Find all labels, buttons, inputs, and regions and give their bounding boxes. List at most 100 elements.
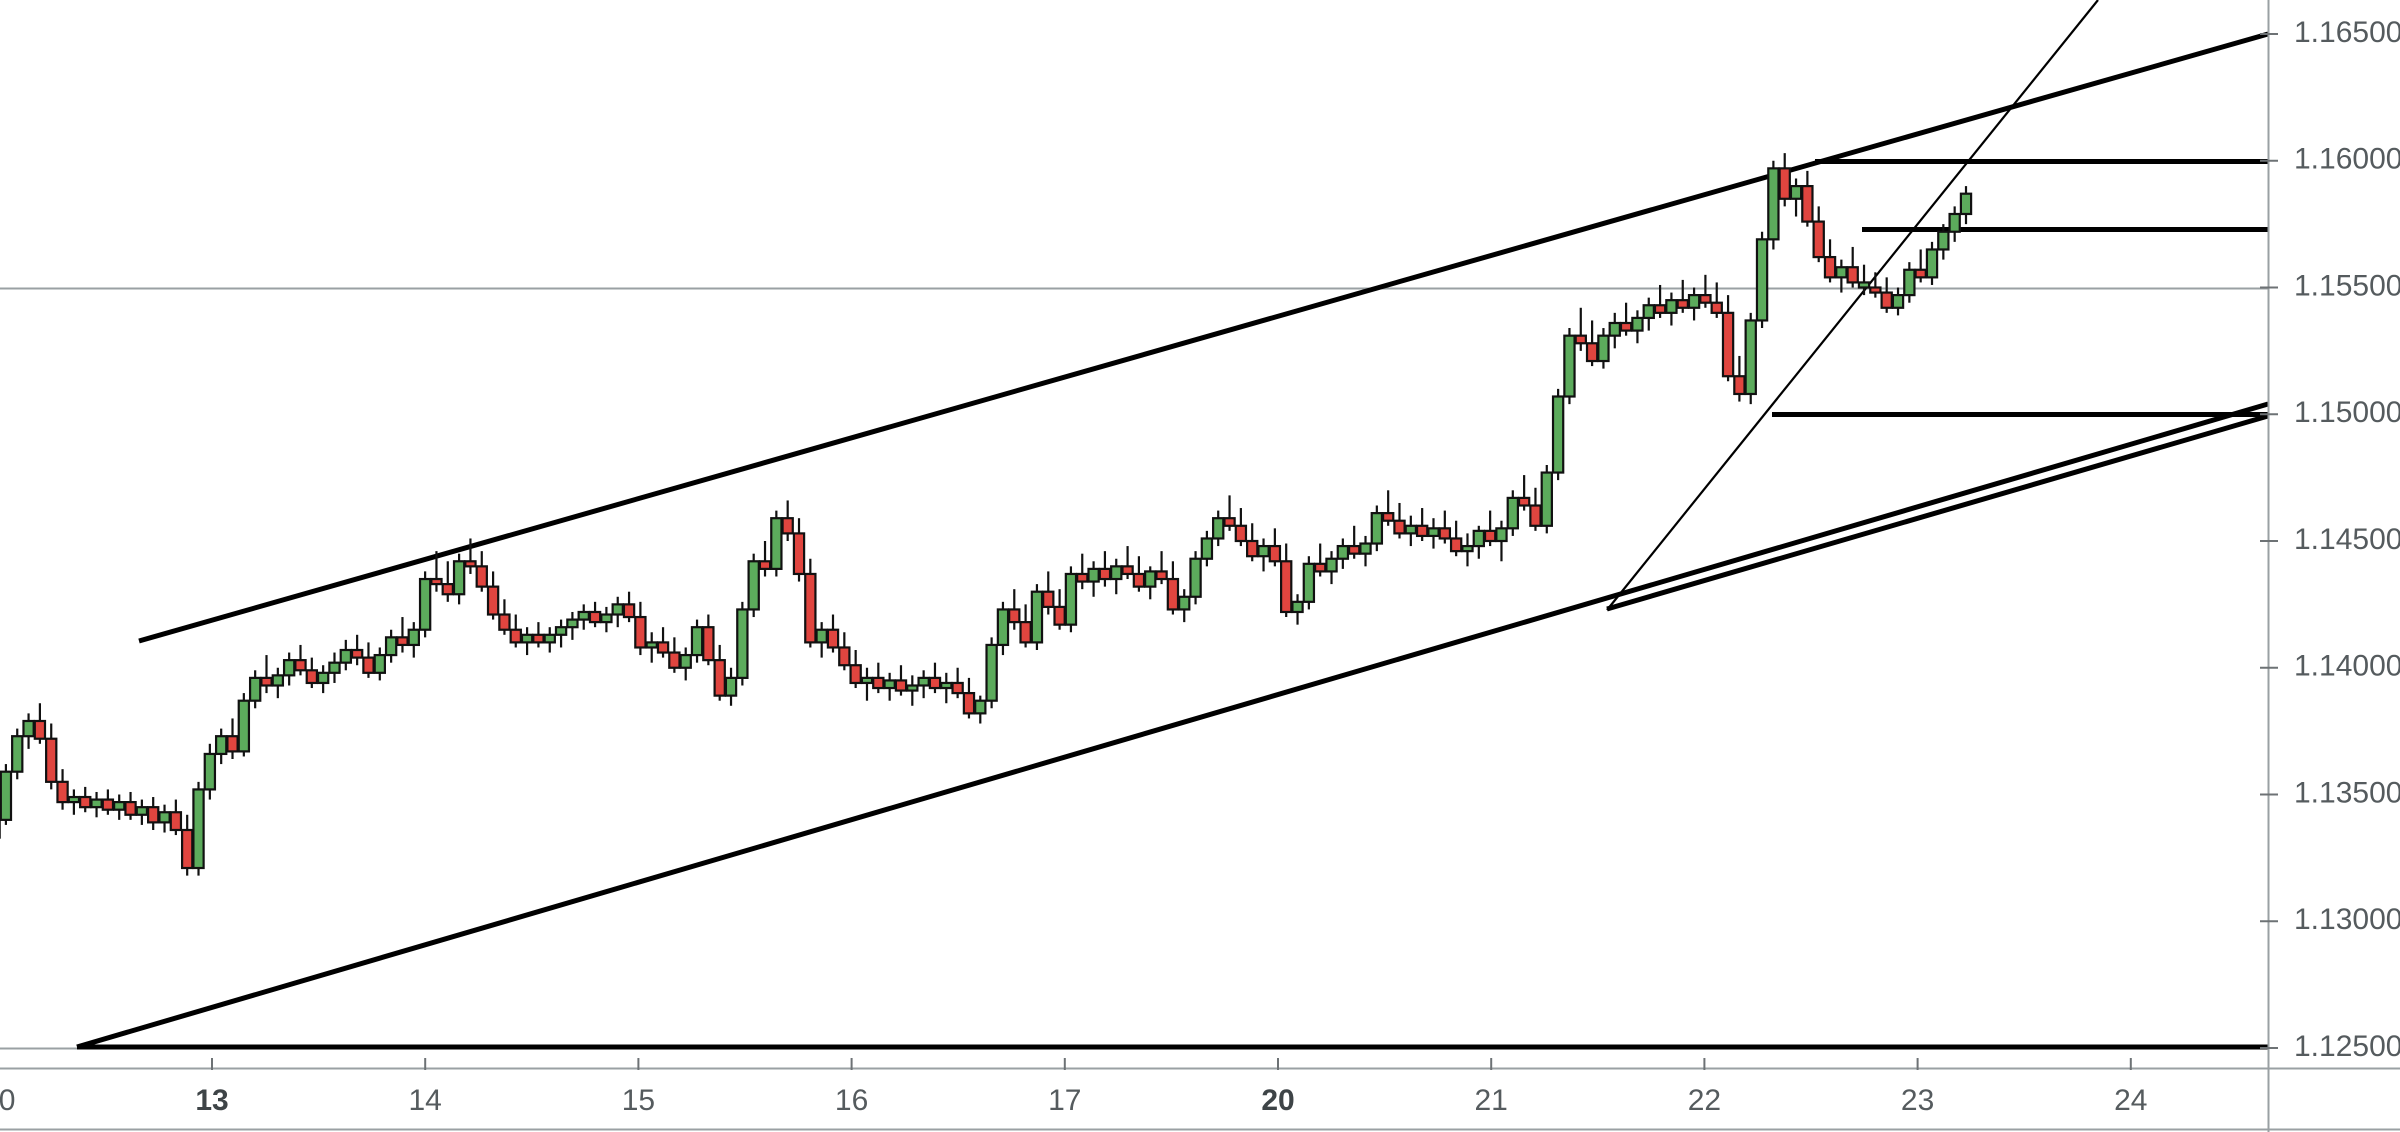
candle[interactable] — [1755, 231, 1769, 329]
candle-body[interactable] — [1574, 334, 1587, 345]
candle[interactable] — [113, 794, 126, 820]
candle-body[interactable] — [1336, 544, 1350, 560]
candle[interactable] — [452, 553, 466, 605]
candle[interactable] — [1347, 525, 1361, 559]
candle[interactable] — [577, 604, 590, 630]
candle[interactable] — [90, 791, 103, 818]
candle[interactable] — [282, 652, 296, 686]
candle[interactable] — [226, 718, 239, 760]
candle[interactable] — [1687, 287, 1701, 321]
candle[interactable] — [702, 614, 715, 666]
candle[interactable] — [1325, 551, 1338, 585]
candle-body[interactable] — [1483, 529, 1497, 543]
candle[interactable] — [396, 617, 409, 653]
candle[interactable] — [679, 647, 692, 681]
candle[interactable] — [792, 518, 806, 582]
candle-body[interactable] — [1472, 529, 1486, 548]
candle[interactable] — [1246, 523, 1259, 562]
candle[interactable] — [1483, 510, 1497, 547]
candle-body[interactable] — [917, 676, 930, 687]
candle[interactable] — [1359, 535, 1372, 567]
candle-body[interactable] — [1619, 321, 1633, 332]
candle[interactable] — [1132, 556, 1146, 592]
candle[interactable] — [237, 693, 251, 757]
candle-body[interactable] — [520, 633, 534, 644]
candle[interactable] — [1076, 553, 1089, 590]
candle[interactable] — [1676, 279, 1689, 313]
candle-body[interactable] — [894, 679, 908, 692]
candle-body[interactable] — [1755, 238, 1769, 322]
candle[interactable] — [1551, 388, 1565, 481]
candle-body[interactable] — [690, 626, 704, 657]
candle[interactable] — [1234, 508, 1248, 547]
candle[interactable] — [441, 561, 454, 602]
candle[interactable] — [520, 627, 534, 656]
mid-channel-line[interactable] — [76, 401, 2269, 1050]
candle[interactable] — [543, 627, 556, 653]
candle[interactable] — [860, 667, 874, 701]
candle[interactable] — [1597, 328, 1610, 369]
candle-body[interactable] — [815, 628, 828, 644]
candle-body[interactable] — [1246, 539, 1259, 558]
candle-body[interactable] — [1869, 286, 1882, 294]
candle[interactable] — [316, 665, 330, 694]
candle-body[interactable] — [1438, 527, 1452, 540]
candle-body[interactable] — [1121, 565, 1134, 576]
candle-body[interactable] — [1948, 212, 1961, 233]
candle[interactable] — [271, 667, 285, 699]
candle[interactable] — [996, 601, 1010, 656]
candle-body[interactable] — [849, 664, 862, 685]
candle-body[interactable] — [226, 735, 239, 753]
candle-body[interactable] — [294, 659, 307, 672]
candle[interactable] — [124, 791, 137, 820]
candle[interactable] — [1144, 566, 1157, 600]
candle-body[interactable] — [1064, 572, 1078, 626]
candle-body[interactable] — [940, 681, 953, 690]
candle-body[interactable] — [645, 641, 658, 649]
candle-body[interactable] — [1959, 192, 1973, 216]
candle-body[interactable] — [1540, 471, 1553, 527]
candle-body[interactable] — [1563, 334, 1576, 398]
candle-body[interactable] — [1880, 291, 1893, 309]
candle[interactable] — [430, 551, 443, 592]
candle-body[interactable] — [418, 577, 432, 631]
candle[interactable] — [634, 601, 647, 656]
candle[interactable] — [214, 728, 228, 765]
candle-body[interactable] — [1495, 527, 1508, 543]
candle-body[interactable] — [1144, 570, 1157, 588]
candle[interactable] — [1495, 520, 1508, 562]
candle[interactable] — [588, 601, 602, 628]
candle[interactable] — [1042, 571, 1055, 615]
candle[interactable] — [1710, 282, 1723, 318]
candle[interactable] — [1948, 206, 1961, 242]
candle-body[interactable] — [974, 699, 987, 715]
candle[interactable] — [554, 619, 568, 648]
candle-body[interactable] — [362, 656, 375, 674]
candle[interactable] — [362, 642, 375, 678]
candle[interactable] — [1291, 594, 1304, 625]
candle[interactable] — [1857, 264, 1871, 296]
candle-body[interactable] — [713, 659, 726, 697]
candle-body[interactable] — [702, 626, 715, 662]
candle-body[interactable] — [1823, 255, 1837, 279]
candle[interactable] — [1053, 589, 1066, 630]
candle-body[interactable] — [464, 560, 477, 568]
candle-body[interactable] — [838, 646, 851, 667]
candle[interactable] — [962, 677, 976, 719]
candle[interactable] — [305, 657, 319, 689]
candle-body[interactable] — [1506, 496, 1519, 530]
candle-body[interactable] — [350, 648, 364, 659]
candle[interactable] — [566, 611, 579, 640]
candle-body[interactable] — [860, 676, 874, 685]
candle-body[interactable] — [1857, 281, 1871, 289]
candle[interactable] — [1155, 551, 1168, 585]
candle[interactable] — [600, 606, 613, 633]
candle-body[interactable] — [192, 788, 205, 870]
candle[interactable] — [1438, 510, 1452, 544]
candle-body[interactable] — [736, 608, 749, 679]
candle-body[interactable] — [1415, 524, 1429, 538]
candle[interactable] — [486, 571, 500, 620]
candle-body[interactable] — [1042, 590, 1055, 609]
candle[interactable] — [1778, 153, 1791, 207]
